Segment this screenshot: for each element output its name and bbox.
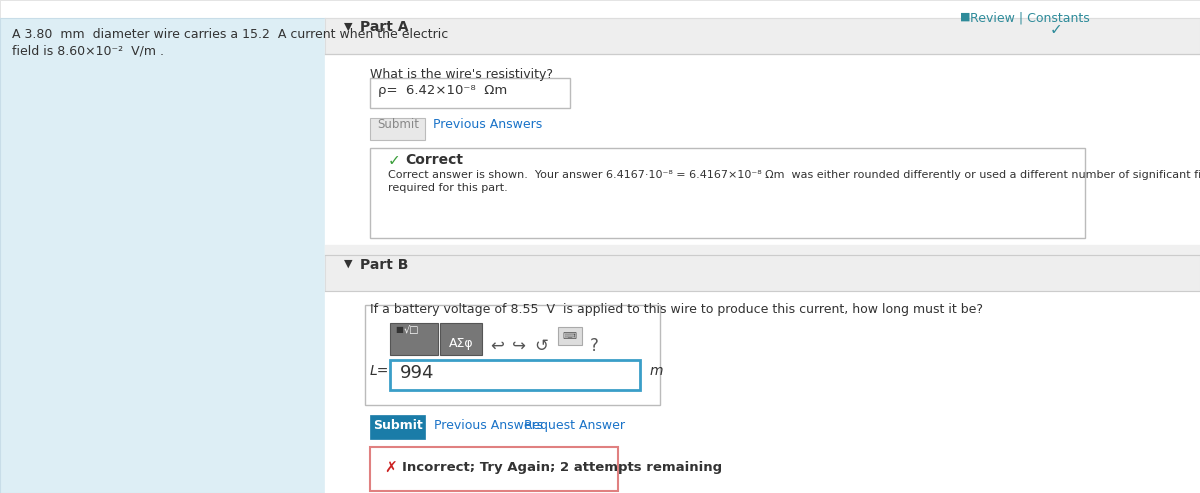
Text: Submit: Submit (373, 419, 422, 432)
Text: ↺: ↺ (534, 337, 548, 355)
Bar (390, 360, 640, 390)
Text: ΑΣφ: ΑΣφ (449, 337, 473, 350)
Bar (325, 18, 1200, 54)
Text: Part A: Part A (360, 20, 408, 34)
Text: Correct answer is shown.  Your answer 6.4167·10⁻⁸ = 6.4167×10⁻⁸ Ωm  was either r: Correct answer is shown. Your answer 6.4… (388, 170, 1200, 180)
Text: m: m (650, 364, 664, 378)
Bar (325, 255, 1200, 291)
Bar (440, 323, 482, 355)
Text: Request Answer: Request Answer (524, 419, 625, 432)
Bar (0, 18, 325, 493)
Bar (325, 245, 1200, 255)
Bar (325, 18, 1200, 493)
Text: Correct: Correct (406, 153, 463, 167)
Bar (370, 447, 618, 491)
Bar (0, 0, 1200, 18)
Text: If a battery voltage of 8.55  V  is applied to this wire to produce this current: If a battery voltage of 8.55 V is applie… (370, 303, 983, 316)
Text: ■: ■ (395, 325, 403, 334)
Bar (365, 305, 660, 405)
Text: field is 8.60×10⁻²  V/m .: field is 8.60×10⁻² V/m . (12, 44, 164, 57)
Text: Incorrect; Try Again; 2 attempts remaining: Incorrect; Try Again; 2 attempts remaini… (402, 461, 722, 474)
Text: ✓: ✓ (388, 153, 401, 168)
Text: L=: L= (370, 364, 389, 378)
Bar (370, 148, 1085, 238)
Text: ✗: ✗ (384, 461, 397, 476)
Text: Part B: Part B (360, 258, 408, 272)
Text: ▼: ▼ (344, 259, 353, 269)
Bar (558, 327, 582, 345)
Text: ⌨: ⌨ (563, 331, 577, 341)
Text: √□: √□ (404, 325, 420, 335)
Text: 994: 994 (400, 364, 434, 382)
Text: ✓: ✓ (1050, 22, 1063, 37)
Text: ↩: ↩ (490, 337, 504, 355)
Bar (370, 118, 425, 140)
Bar (370, 78, 570, 108)
Text: Previous Answers: Previous Answers (434, 419, 544, 432)
Text: ρ=  6.42×10⁻⁸  Ωm: ρ= 6.42×10⁻⁸ Ωm (378, 84, 508, 97)
Text: required for this part.: required for this part. (388, 183, 508, 193)
Text: A 3.80  mm  diameter wire carries a 15.2  A current when the electric: A 3.80 mm diameter wire carries a 15.2 A… (12, 28, 449, 41)
Text: Previous Answers: Previous Answers (433, 118, 542, 131)
Text: Submit: Submit (377, 118, 419, 131)
Text: ↪: ↪ (512, 337, 526, 355)
Text: What is the wire's resistivity?: What is the wire's resistivity? (370, 68, 553, 81)
Bar (370, 415, 425, 439)
Text: ■: ■ (960, 12, 974, 22)
Text: ▼: ▼ (344, 22, 353, 32)
Text: Review | Constants: Review | Constants (970, 12, 1090, 25)
Text: ?: ? (590, 337, 599, 355)
Bar (390, 323, 438, 355)
